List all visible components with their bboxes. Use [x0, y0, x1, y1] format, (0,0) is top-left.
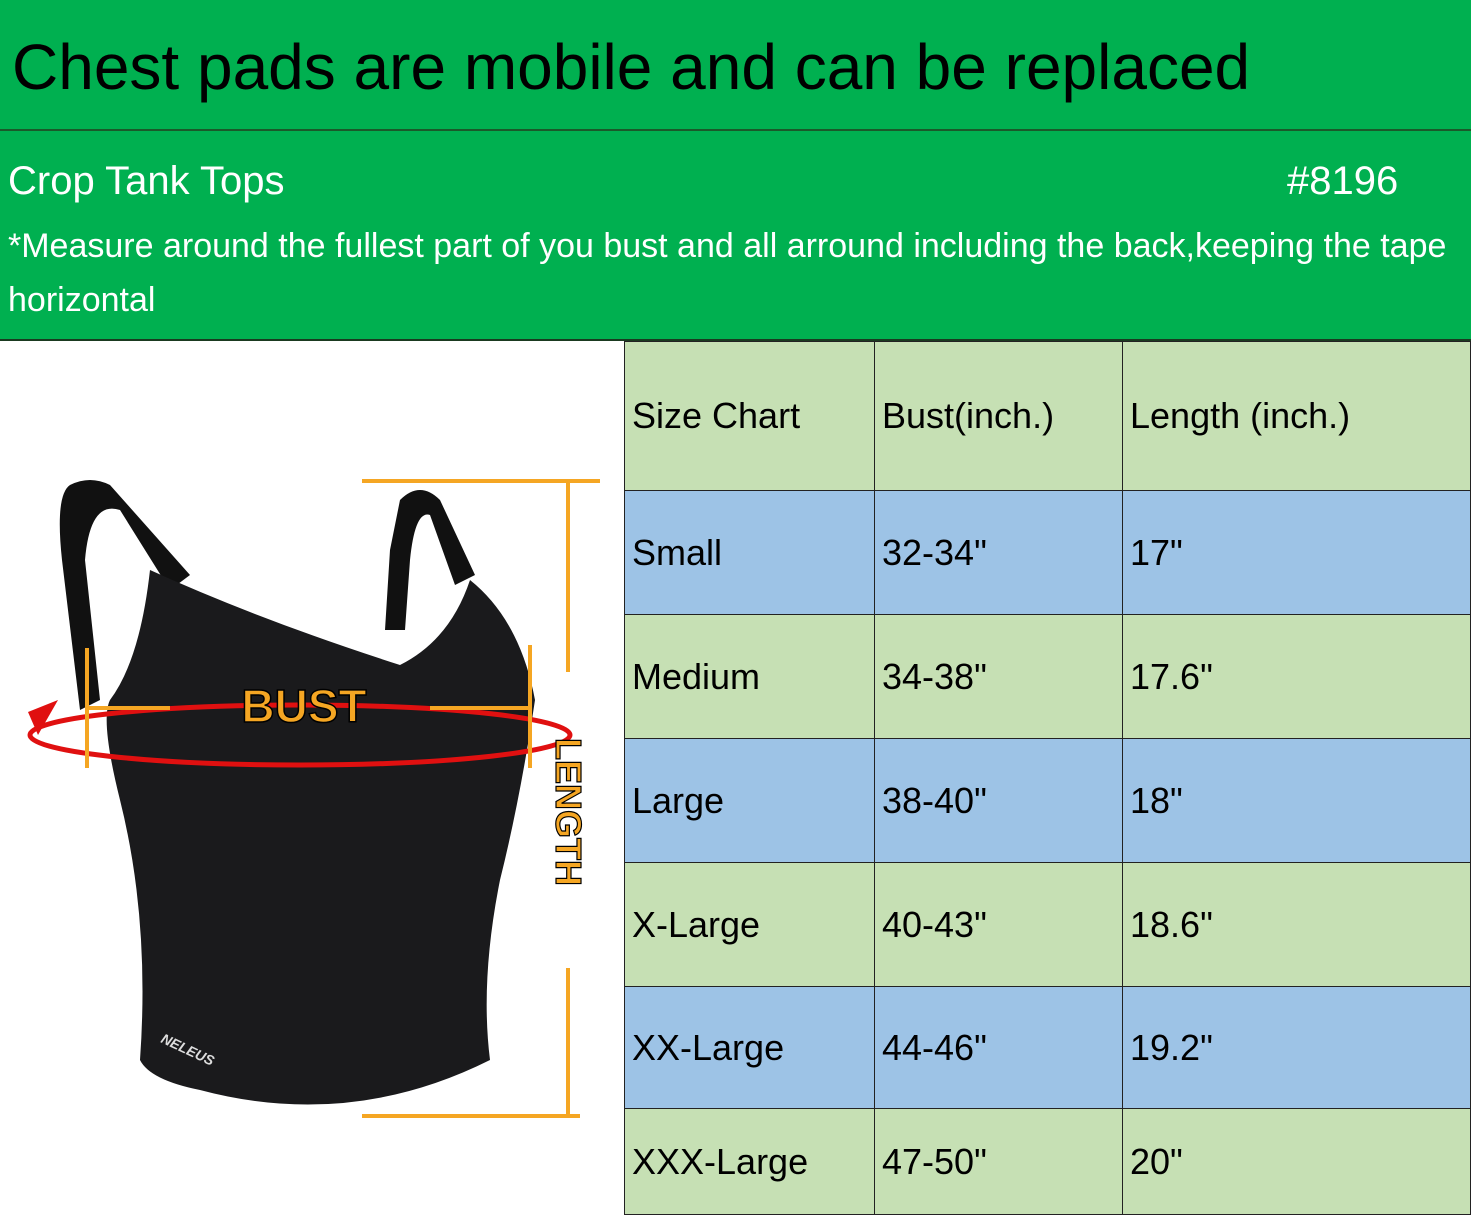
length-cell: 17": [1122, 490, 1471, 615]
length-label: LENGTH: [548, 738, 589, 886]
product-image: BUST LENGTH NELEUS: [0, 341, 624, 1212]
length-cell: 17.6": [1122, 614, 1471, 739]
table-row: X-Large 40-43" 18.6": [624, 862, 1471, 987]
bust-cell: 44-46": [874, 986, 1123, 1109]
header-size: Size Chart: [624, 341, 875, 491]
bust-cell: 47-50": [874, 1108, 1123, 1215]
measure-note: *Measure around the fullest part of you …: [8, 227, 1447, 319]
table-row: XX-Large 44-46" 19.2": [624, 986, 1471, 1109]
table-row: Small 32-34" 17": [624, 490, 1471, 615]
length-cell: 18.6": [1122, 862, 1471, 987]
size-cell: Small: [624, 490, 875, 615]
size-cell: XX-Large: [624, 986, 875, 1109]
header-length: Length (inch.): [1122, 341, 1471, 491]
length-cell: 19.2": [1122, 986, 1471, 1109]
size-chart-table: Size Chart Bust(inch.) Length (inch.) Sm…: [624, 341, 1471, 1215]
table-header-row: Size Chart Bust(inch.) Length (inch.): [624, 341, 1471, 491]
size-cell: XXX-Large: [624, 1108, 875, 1215]
size-cell: Large: [624, 738, 875, 863]
headline: Chest pads are mobile and can be replace…: [12, 31, 1251, 103]
info-band: Crop Tank Tops #8196 *Measure around the…: [0, 131, 1471, 341]
bust-cell: 40-43": [874, 862, 1123, 987]
bust-cell: 34-38": [874, 614, 1123, 739]
product-code: #8196: [1287, 159, 1399, 203]
table-row: XXX-Large 47-50" 20": [624, 1108, 1471, 1215]
bust-cell: 38-40": [874, 738, 1123, 863]
size-cell: Medium: [624, 614, 875, 739]
header-bust: Bust(inch.): [874, 341, 1123, 491]
length-cell: 18": [1122, 738, 1471, 863]
size-cell: X-Large: [624, 862, 875, 987]
product-subtitle: Crop Tank Tops: [8, 159, 285, 203]
table-row: Medium 34-38" 17.6": [624, 614, 1471, 739]
table-row: Large 38-40" 18": [624, 738, 1471, 863]
headline-band: Chest pads are mobile and can be replace…: [0, 0, 1471, 131]
bust-label: BUST: [241, 680, 366, 732]
tank-top-illustration: BUST LENGTH NELEUS: [27, 479, 600, 1118]
length-cell: 20": [1122, 1108, 1471, 1215]
bust-cell: 32-34": [874, 490, 1123, 615]
